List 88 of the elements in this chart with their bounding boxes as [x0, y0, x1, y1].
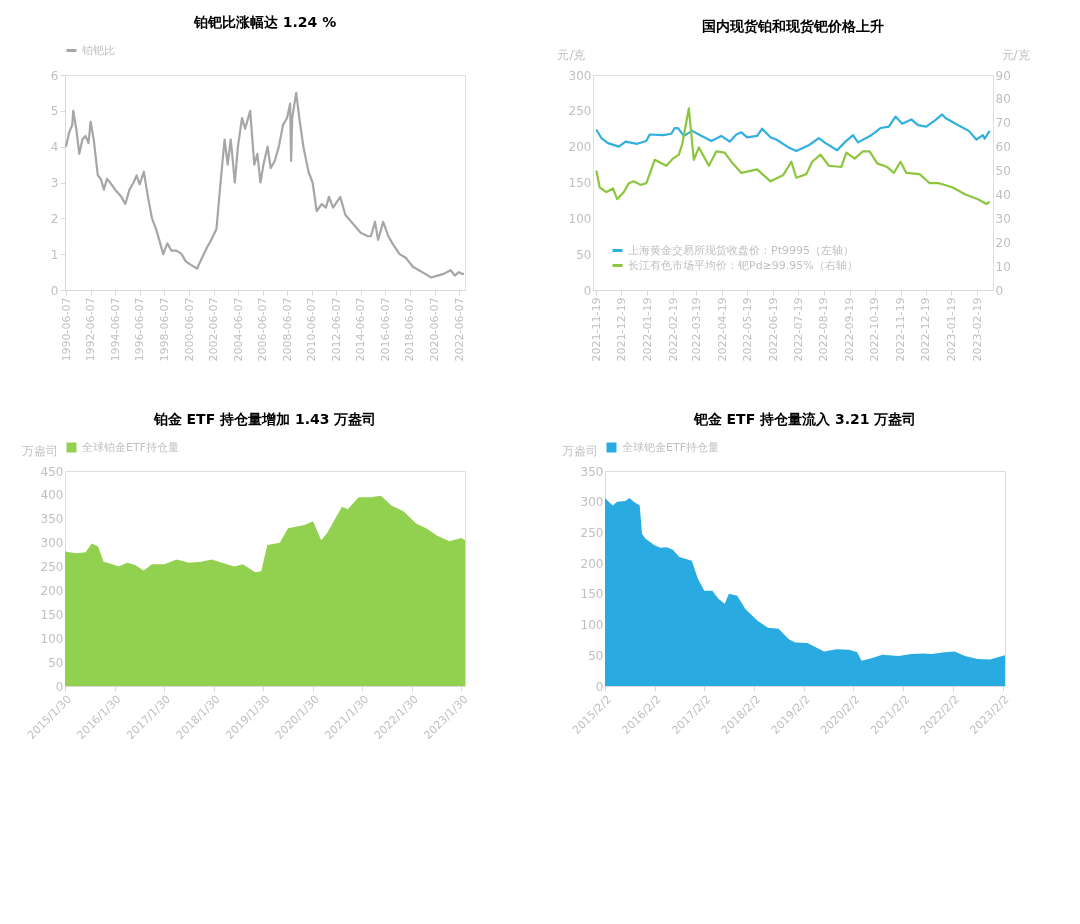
x-tick-label: 2004-06-07	[231, 297, 245, 362]
y-tick-label: 250	[40, 560, 64, 575]
y2-tick-label: 20	[995, 235, 1011, 250]
chart-title: 铂钯比涨幅达 1.24 %	[192, 14, 337, 30]
chart-title: 钯金 ETF 持仓量流入 3.21 万盎司	[692, 411, 917, 427]
x-tick-label: 2023-02-19	[970, 297, 984, 362]
legend-label: 长江有色市场平均价：钯Pd≥99.95%（右轴）	[628, 258, 858, 272]
x-tick-label: 2018-06-07	[403, 297, 417, 362]
x-tick-label: 1992-06-07	[84, 297, 98, 362]
y2-axis-title: 元/克	[1001, 47, 1030, 62]
y-tick-label: 4	[50, 140, 59, 155]
y2-tick-label: 40	[995, 187, 1011, 202]
x-tick-label: 2012-06-07	[329, 297, 343, 362]
y2-tick-label: 70	[995, 116, 1011, 131]
y-tick-label: 100	[40, 631, 64, 646]
y-tick-label: 1	[50, 247, 59, 262]
x-tick-label: 2021-11-19	[589, 297, 603, 362]
x-tick-label: 2022-03-19	[689, 297, 703, 362]
y-tick-label: 350	[580, 464, 604, 479]
y-tick-label: 200	[568, 140, 592, 155]
x-tick-label: 2022-10-19	[868, 297, 882, 362]
line-series	[595, 107, 991, 206]
y-tick-label: 50	[48, 655, 64, 670]
x-tick-label: 2022-04-19	[715, 297, 729, 362]
x-tick-label: 2020-06-07	[428, 297, 442, 362]
x-tick-label: 2022-08-19	[817, 297, 831, 362]
y2-tick-label: 60	[995, 140, 1011, 155]
y-tick-label: 150	[40, 607, 64, 622]
x-tick-label: 2022-07-19	[791, 297, 805, 362]
chart-title: 国内现货铂和现货钯价格上升	[702, 18, 884, 34]
y2-tick-label: 10	[995, 259, 1011, 274]
x-tick-label: 2010-06-07	[305, 297, 319, 362]
y-tick-label: 50	[576, 247, 592, 262]
y-tick-label: 150	[580, 587, 604, 602]
y-tick-label: 300	[40, 536, 64, 551]
x-tick-label: 2000-06-07	[182, 297, 196, 362]
y2-tick-label: 50	[995, 164, 1011, 179]
x-tick-label: 2022-01-19	[640, 297, 654, 362]
y-tick-label: 2	[50, 211, 59, 226]
y-tick-label: 200	[40, 583, 64, 598]
y-tick-label: 150	[568, 176, 592, 190]
x-tick-label: 2022-09-19	[843, 297, 857, 362]
y-tick-label: 350	[40, 512, 64, 527]
x-tick-label: 1994-06-07	[108, 297, 122, 362]
y-tick-label: 300	[580, 495, 604, 510]
x-tick-label: 1990-06-07	[59, 297, 73, 362]
x-tick-label: 2021-12-19	[614, 297, 628, 362]
y-tick-label: 6	[50, 68, 59, 83]
x-tick-label: 2008-06-07	[280, 297, 294, 362]
y2-tick-label: 0	[995, 283, 1004, 298]
x-tick-label: 1996-06-07	[133, 297, 147, 362]
y-tick-label: 200	[580, 556, 604, 571]
y-tick-label: 0	[583, 283, 592, 298]
y-tick-label: 300	[568, 68, 592, 83]
y-tick-label: 250	[568, 104, 592, 119]
y-tick-label: 450	[40, 464, 64, 479]
y-tick-label: 400	[40, 488, 64, 503]
y-axis-title: 万盎司	[21, 443, 58, 458]
x-tick-label: 2022-12-19	[919, 297, 932, 362]
x-tick-label: 2006-06-07	[256, 297, 270, 362]
x-tick-label: 2022-11-19	[894, 297, 907, 362]
y-tick-label: 100	[568, 211, 592, 226]
x-tick-label: 2022-06-19	[766, 297, 780, 362]
y-axis-title: 元/克	[557, 47, 586, 62]
y-tick-label: 5	[50, 104, 59, 119]
chart-title: 铂金 ETF 持仓量增加 1.43 万盎司	[152, 411, 377, 427]
x-tick-label: 1998-06-07	[157, 297, 171, 362]
y-tick-label: 3	[50, 176, 59, 190]
y-tick-label: 100	[580, 618, 604, 633]
y-axis-title: 万盎司	[561, 443, 598, 458]
y2-tick-label: 80	[995, 92, 1011, 107]
y-tick-label: 0	[50, 283, 59, 298]
x-tick-label: 2022-02-19	[666, 297, 680, 362]
legend-label: 铂钯比	[81, 43, 115, 57]
x-tick-label: 2002-06-07	[207, 297, 221, 362]
y-tick-label: 0	[55, 679, 64, 694]
y2-tick-label: 90	[995, 68, 1011, 83]
x-tick-label: 2016-06-07	[378, 297, 392, 362]
y2-tick-label: 30	[995, 211, 1011, 226]
x-tick-label: 2022-05-19	[740, 297, 754, 362]
y-tick-label: 0	[595, 679, 604, 694]
line-series	[65, 91, 465, 279]
y-tick-label: 250	[580, 525, 604, 540]
line-series	[595, 113, 991, 153]
x-tick-label: 2023-01-19	[944, 297, 958, 362]
x-tick-label: 2022-06-07	[452, 297, 466, 362]
x-tick-label: 2014-06-07	[354, 297, 368, 362]
y-tick-label: 50	[588, 648, 604, 663]
